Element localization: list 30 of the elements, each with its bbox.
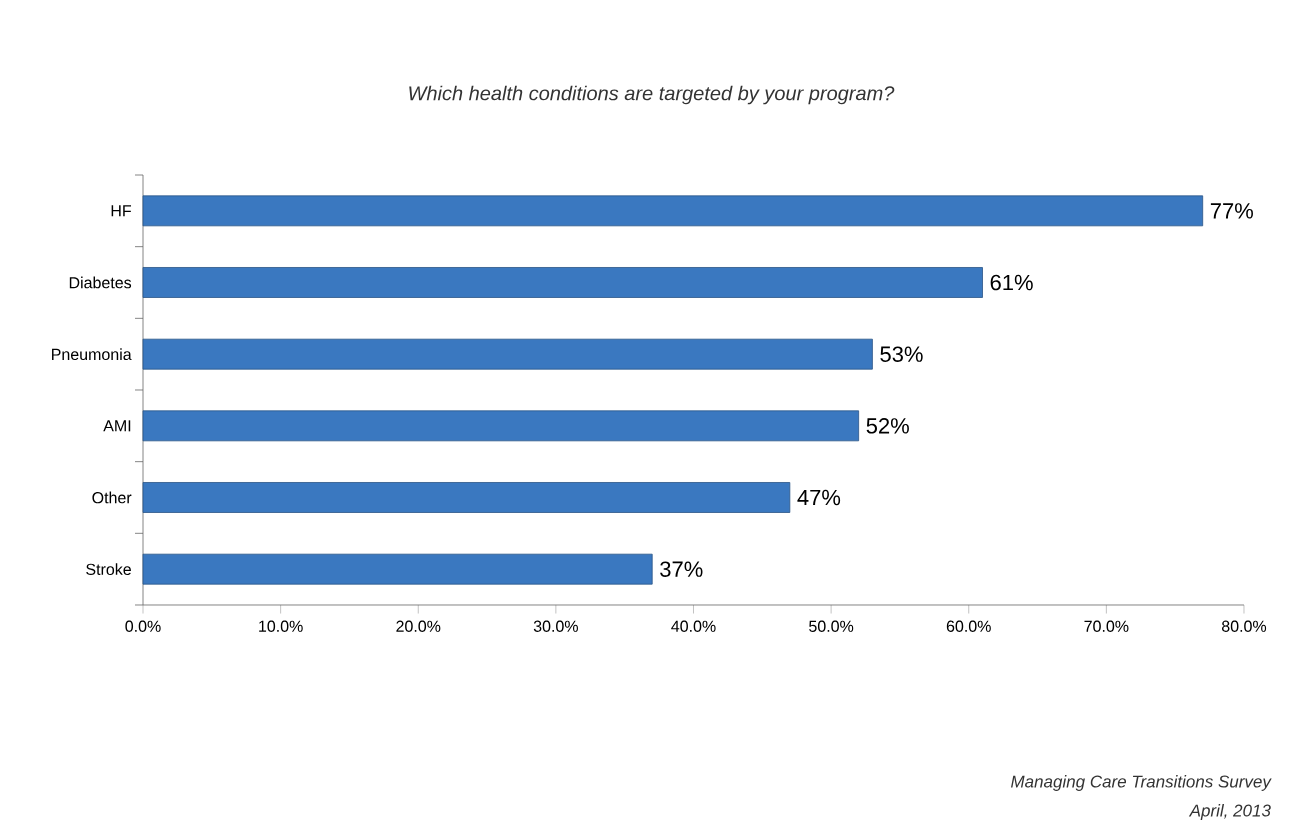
bar xyxy=(142,410,860,442)
x-tick-label: 50.0% xyxy=(809,620,854,632)
bar xyxy=(142,482,791,513)
x-tick-label: 40.0% xyxy=(671,620,716,632)
y-tick-label: Diabetes xyxy=(69,276,132,289)
data-label: 37% xyxy=(660,561,703,577)
bar xyxy=(142,338,873,370)
data-label: 52% xyxy=(866,418,909,434)
x-tick-label: 80.0% xyxy=(1221,620,1267,632)
data-label: 53% xyxy=(880,346,923,362)
x-tick-label: 0.0% xyxy=(125,620,161,632)
y-tick-label: Stroke xyxy=(86,563,131,576)
x-tick-label: 60.0% xyxy=(946,620,991,632)
y-tick-label: Other xyxy=(92,491,132,504)
text: April, 2013 xyxy=(1188,804,1271,820)
text: Managing Care Transitions Survey xyxy=(1011,775,1272,791)
y-tick-label: AMI xyxy=(103,420,131,432)
x-tick-label: 20.0% xyxy=(396,620,441,632)
data-label: 47% xyxy=(797,489,841,506)
bar xyxy=(142,553,653,585)
bar xyxy=(142,195,1204,227)
bar xyxy=(142,267,983,298)
chart-subtitle: Which health conditions are targeted by your program? xyxy=(409,85,895,105)
x-tick-label: 10.0% xyxy=(259,620,303,632)
x-tick-label: 70.0% xyxy=(1084,620,1129,632)
y-tick-label: HF xyxy=(111,205,132,217)
data-label: 61% xyxy=(990,274,1033,291)
data-label: 77% xyxy=(1210,203,1253,219)
y-tick-label: Pneumonia xyxy=(52,348,132,361)
x-tick-label: 30.0% xyxy=(533,620,578,632)
